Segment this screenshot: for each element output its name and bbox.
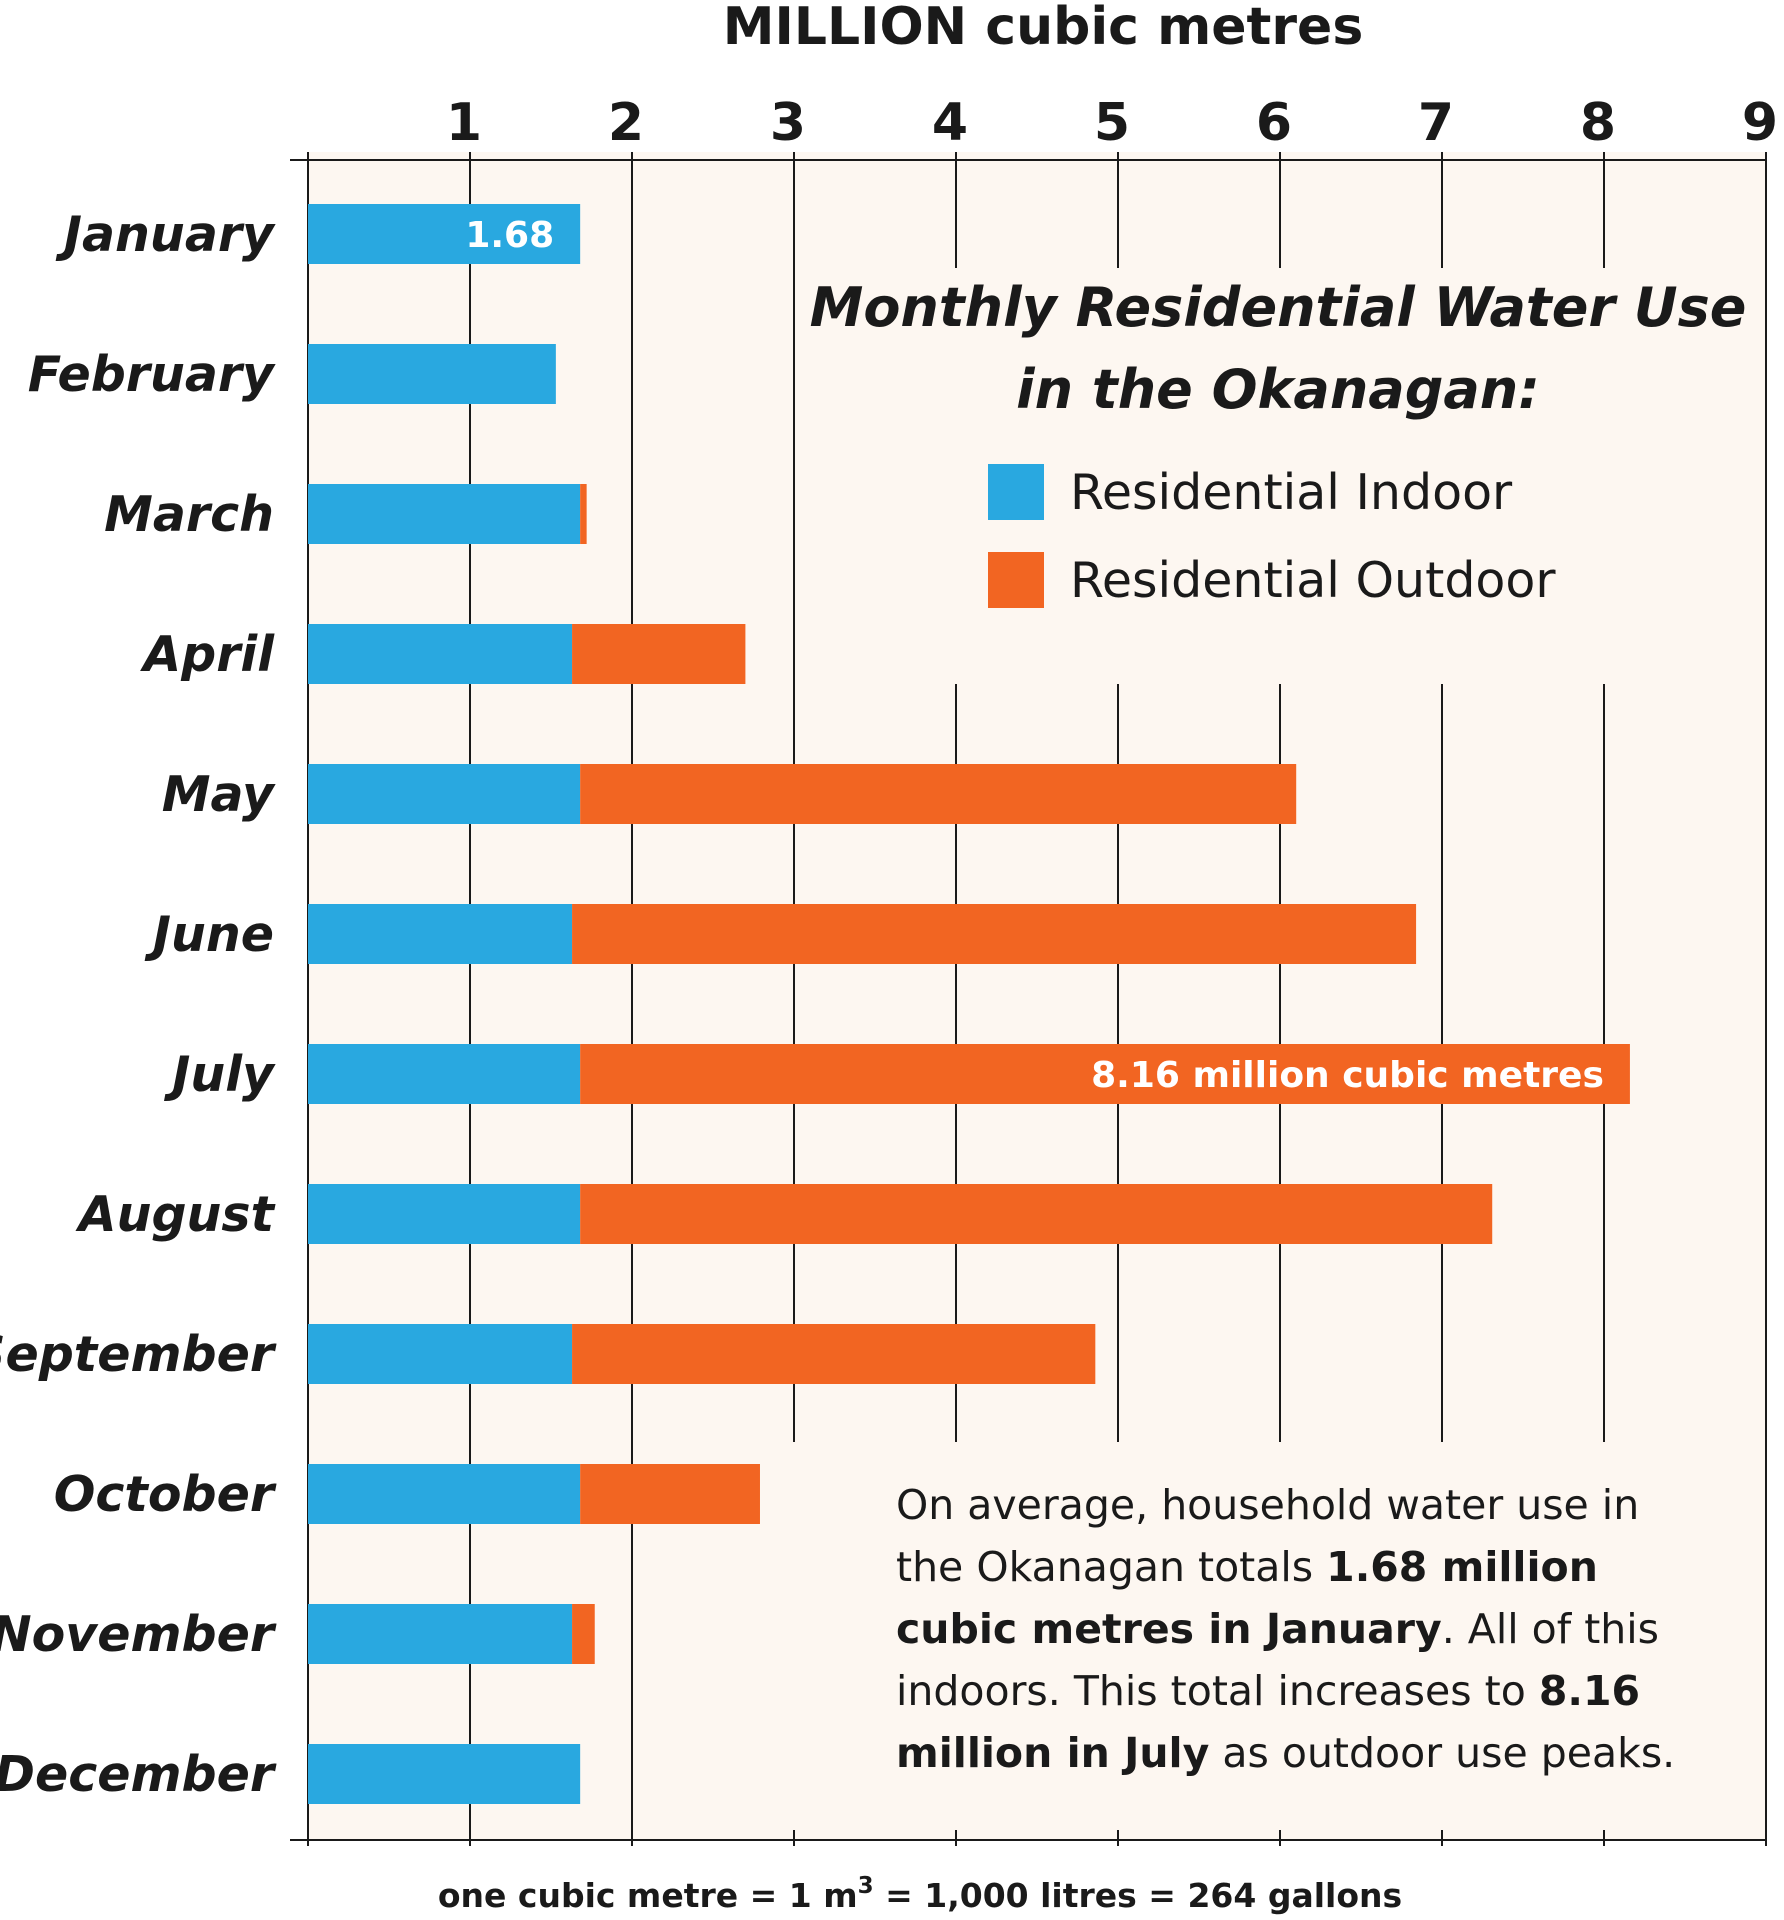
note-segment: 1.68 million [1326,1543,1598,1591]
outdoor-bar-september [572,1324,1096,1384]
note-line: the Okanagan totals 1.68 million [896,1543,1598,1591]
note-segment: the Okanagan totals [896,1543,1326,1591]
note-segment: as outdoor use peaks. [1209,1729,1675,1777]
y-category-label: June [144,906,274,963]
legend-label: Residential Indoor [1070,464,1513,521]
legend-swatch-indoor [988,464,1044,520]
indoor-bar-october [308,1464,581,1524]
y-category-label: July [163,1046,276,1103]
indoor-bar-august [308,1184,581,1244]
note-line: cubic metres in January. All of this [896,1605,1659,1653]
legend-label: Residential Outdoor [1070,552,1556,609]
x-tick-label: 6 [1256,93,1292,153]
outdoor-bar-march [580,484,587,544]
outdoor-bar-august [580,1184,1493,1244]
y-category-label: April [139,626,275,683]
x-tick-label: 5 [1094,93,1130,153]
indoor-bar-april [308,624,573,684]
indoor-bar-november [308,1604,573,1664]
outdoor-bar-october [580,1464,760,1524]
note-segment: 8.16 [1539,1667,1640,1715]
plot-background [308,152,1766,1840]
y-category-label: September [0,1326,277,1383]
outdoor-bar-july [580,1044,1630,1104]
note-line: On average, household water use in [896,1481,1639,1529]
indoor-bar-february [308,344,556,404]
indoor-bar-june [308,904,573,964]
indoor-bar-january [308,204,581,264]
y-category-label: January [55,206,276,263]
x-tick-label: 2 [608,93,644,153]
y-category-label: December [0,1746,277,1803]
footnote-part: one cubic metre = 1 m [438,1876,858,1915]
y-category-label: November [0,1606,277,1663]
x-axis-title: MILLION cubic metres [723,0,1364,57]
x-tick-label: 8 [1580,93,1616,153]
y-category-label: August [75,1186,276,1243]
indoor-bar-july [308,1044,581,1104]
x-tick-label: 3 [770,93,806,153]
chart-title-line: in the Okanagan: [1016,358,1540,421]
note-segment: million in July [896,1729,1209,1777]
chart-title-line: Monthly Residential Water Use [810,276,1747,339]
note-segment: indoors. This total increases to [896,1667,1539,1715]
y-category-label: February [28,346,276,403]
x-tick-label: 7 [1418,93,1454,153]
x-tick-label: 9 [1742,93,1778,153]
x-tick-label: 4 [932,93,968,153]
y-category-label: March [104,486,274,543]
outdoor-bar-may [580,764,1297,824]
x-tick-label: 1 [446,93,482,153]
footnote-superscript: 3 [858,1873,874,1899]
legend-swatch-outdoor [988,552,1044,608]
footnote: one cubic metre = 1 m3 = 1,000 litres = … [438,1873,1402,1915]
outdoor-bar-april [572,624,746,684]
indoor-bar-march [308,484,581,544]
outdoor-bar-november [572,1604,595,1664]
note-line: million in July as outdoor use peaks. [896,1729,1675,1777]
y-category-label: October [54,1466,277,1523]
outdoor-bar-june [572,904,1417,964]
note-line: indoors. This total increases to 8.16 [896,1667,1640,1715]
footnote-part: = 1,000 litres = 264 gallons [874,1876,1403,1915]
data-label-july: 8.16 million cubic metres [1091,1055,1604,1096]
indoor-bar-december [308,1744,581,1804]
note-segment: . All of this [1442,1605,1659,1653]
note-segment: On average, household water use in [896,1481,1639,1529]
indoor-bar-september [308,1324,573,1384]
note-segment: cubic metres in January [896,1605,1442,1653]
indoor-bar-may [308,764,581,824]
y-category-label: May [162,766,276,823]
data-label-january: 1.68 [465,215,554,256]
